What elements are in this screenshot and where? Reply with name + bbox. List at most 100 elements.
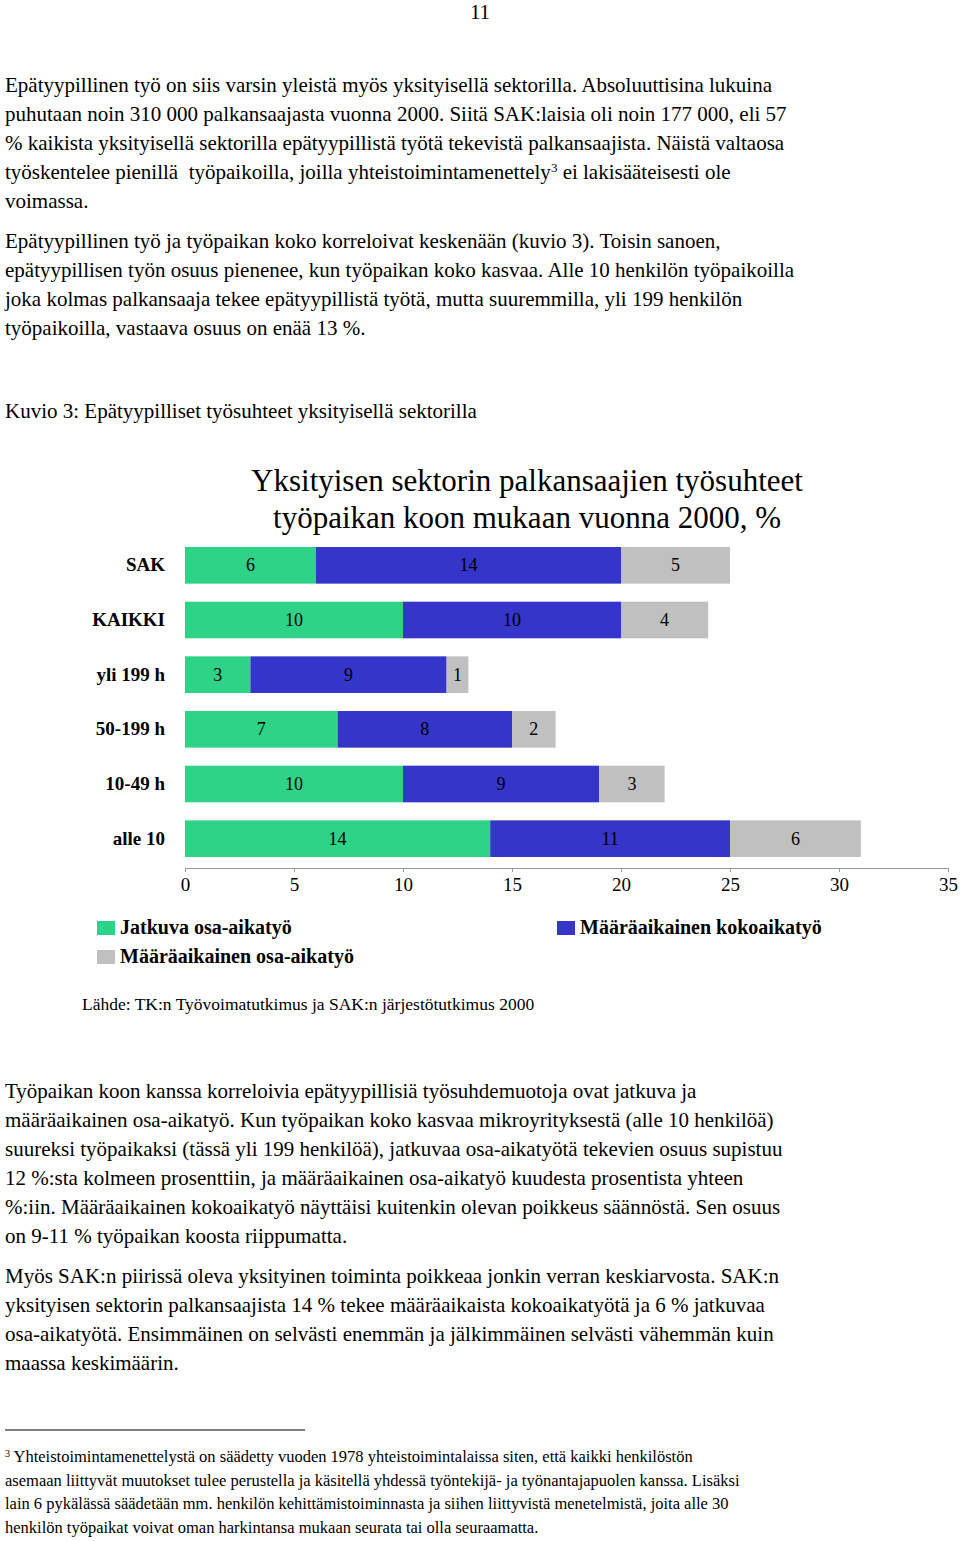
bar-segment [250,656,446,693]
data-label: 6 [791,829,800,849]
tick-label: 0 [181,874,191,895]
bar-segment [730,820,861,857]
text-line: Epätyypillinen työ ja työpaikan koko kor… [5,229,721,253]
tick-mark [403,868,404,872]
data-label: 4 [660,610,669,630]
data-label: 3 [213,665,222,685]
data-label: 8 [420,719,429,739]
axis-line [186,869,949,873]
bar-segment [185,547,316,584]
text-line: Työpaikan koon kanssa korreloivia epätyy… [5,1079,697,1103]
legend-label: Määräaikainen kokoaikatyö [580,916,822,939]
footnote: 3 Yhteistoimintamenettelystä on säädetty… [5,1447,740,1537]
text-line: Myös SAK:n piirissä oleva yksityinen toi… [5,1264,779,1288]
text-line: % kaikista yksityisellä sektorilla epäty… [5,131,785,155]
tick: 35 [939,868,958,895]
bars [185,547,861,857]
text-line: määräaikainen osa-aikatyö. Kun työpaikan… [5,1108,774,1132]
text-line: suureksi työpaikaksi (tässä yli 199 henk… [5,1137,783,1161]
data-label: 10 [285,610,303,630]
text-line: henkilön työpaikat voivat oman harkintan… [5,1518,538,1537]
text-line: voimassa. [5,189,88,213]
legend-label: Jatkuva osa-aikatyö [120,916,292,939]
tick-mark [185,868,186,872]
bar-segment [403,602,621,639]
tick: 5 [290,868,300,895]
data-label: 1 [453,665,462,685]
tick: yli 199 h [96,664,185,685]
bar-segment [185,711,338,748]
category-label: yli 199 h [96,664,165,685]
tick: 25 [721,868,740,895]
data-label: 7 [257,719,266,739]
bar-segment [621,602,708,639]
bar-segment [185,766,403,803]
tick: 30 [830,868,849,895]
tick: 15 [503,868,522,895]
text-line: 3 Yhteistoimintamenettelystä on säädetty… [5,1447,693,1466]
text-line: on 9-11 % työpaikan koosta riippumatta. [5,1224,347,1248]
tick: alle 10 [113,828,185,849]
data-label: 6 [246,555,255,575]
data-label: 2 [529,719,538,739]
data-label: 11 [601,829,618,849]
tick-mark [294,868,295,872]
bar-segment [621,547,730,584]
tick-label: 30 [830,874,849,895]
page-number: 11 [470,0,490,24]
chart-title: Yksityisen sektorin palkansaajien työsuh… [251,463,803,498]
tick-mark [621,868,622,872]
text-line: yksityisen sektorin palkansaajista 14 % … [5,1293,766,1317]
tick: 0 [181,868,191,895]
text-line: puhutaan noin 310 000 palkansaajasta vuo… [5,102,787,126]
bar-segment [185,820,490,857]
bar-segment [447,656,469,693]
category-label: 50-199 h [96,718,166,739]
legend-swatch [557,921,575,935]
text-line: asemaan liittyvät muutokset tulee perust… [5,1471,740,1490]
text-line: Epätyypillinen työ on siis varsin yleist… [5,73,773,97]
text-segment: ei lakisääteisesti ole [557,160,730,184]
text-block: Epätyypillinen työ on siis varsin yleist… [4,73,795,340]
tick-mark [839,868,840,872]
text-segment: työskentelee pienillä työpaikoilla, joil… [5,160,551,184]
text-line: 12 %:sta kolmeen prosenttiin, ja määräai… [5,1166,744,1190]
legend-label: Määräaikainen osa-aikatyö [120,945,354,968]
bar-segment [185,602,403,639]
tick: 20 [612,868,631,895]
bar-segment [490,820,730,857]
figure-caption: Kuvio 3: Epätyypilliset työsuhteet yksit… [5,399,478,423]
tick: 50-199 h [96,718,185,739]
data-label: 14 [459,555,477,575]
data-label: 9 [344,665,353,685]
text-line: työskentelee pienillä työpaikoilla, joil… [5,160,731,185]
legend: Jatkuva osa-aikatyö Määräaikainen kokoaik… [97,916,822,968]
data-label: 10 [285,774,303,794]
bar-segment [599,766,664,803]
tick: SAK [126,554,185,575]
tick-label: 20 [612,874,631,895]
source-note: Lähde: TK:n Työvoimatutkimus ja SAK:n jä… [82,994,534,1014]
tick-label: 15 [503,874,522,895]
chart-title: työpaikan koon mukaan vuonna 2000, % [273,500,781,535]
text-line: joka kolmas palkansaaja tekee epätyypill… [4,287,743,311]
text-block: Työpaikan koon kanssa korreloivia epätyy… [5,1079,783,1375]
bar-segment [338,711,512,748]
tick-label: 5 [290,874,300,895]
text-segment: Yhteistoimintamenettelystä on säädetty v… [10,1447,693,1466]
x-axis: 0 5 10 15 20 25 30 35 [181,868,958,895]
legend-swatch [97,921,115,935]
legend-swatch [97,950,115,964]
tick-label: 25 [721,874,740,895]
category-label: 10-49 h [105,773,165,794]
category-label: alle 10 [113,828,165,849]
category-label: KAIKKI [92,609,165,630]
tick: 10 [394,868,413,895]
text-line: lain 6 pykälässä säädetään mm. henkilön … [5,1494,729,1513]
text-line: työpaikoilla, vastaava osuus on enää 13 … [5,316,365,340]
text-line: epätyypillisen työn osuus pienenee, kun … [5,258,795,282]
tick-label: 10 [394,874,413,895]
bar-segment [316,547,621,584]
text-line: %:iin. Määräaikainen kokoaikatyö näyttäi… [5,1195,780,1219]
data-label: 3 [627,774,636,794]
